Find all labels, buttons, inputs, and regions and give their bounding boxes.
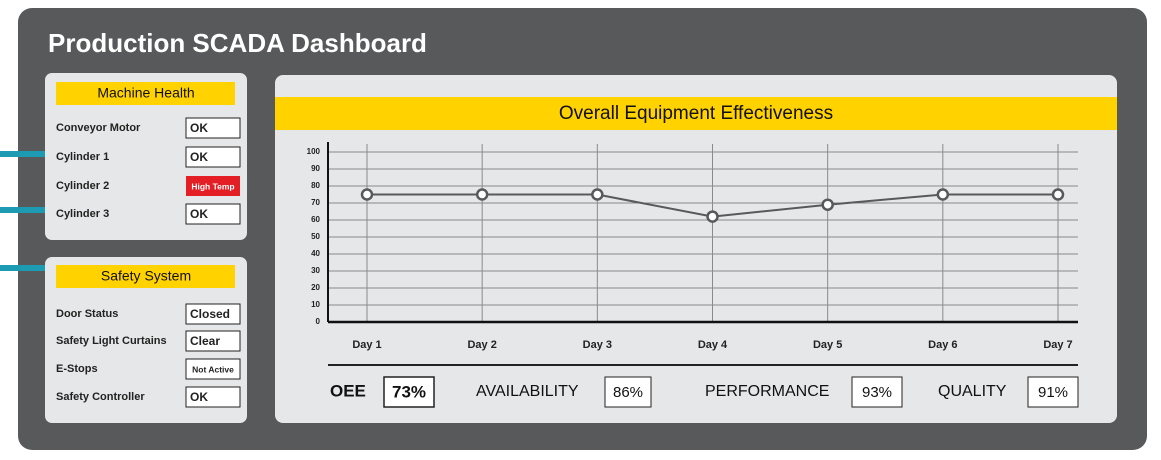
kpi-label: OEE (330, 381, 366, 400)
connector (0, 265, 48, 271)
y-tick-label: 80 (311, 181, 320, 190)
point (475, 188, 489, 201)
y-tick-label: 0 (316, 317, 321, 326)
point (821, 198, 834, 211)
y-tick-label: 10 (311, 300, 320, 309)
row-label: Door Status (56, 308, 118, 320)
status-box (185, 303, 241, 325)
x-tick-label: Day 4 (698, 339, 728, 351)
status-box (185, 203, 241, 225)
y-tick-label: 50 (311, 232, 320, 241)
status-text: Closed (190, 307, 230, 321)
row-label: Cylinder 3 (56, 208, 109, 220)
kpi-box (1027, 376, 1079, 408)
kpi-value: 73% (392, 382, 426, 401)
status-box (186, 176, 240, 196)
row-label: Safety Controller (56, 391, 145, 403)
y-tick-label: 40 (311, 249, 320, 258)
chart-header (275, 97, 1117, 130)
kpi-box (851, 376, 903, 408)
point (936, 188, 950, 201)
y-tick-label: 90 (311, 164, 320, 173)
status-text: OK (190, 121, 208, 135)
y-tick-label: 60 (311, 215, 320, 224)
status-text: OK (190, 390, 208, 404)
y-tick-label: 70 (311, 198, 320, 207)
panel-header (56, 82, 235, 105)
status-text: Not Active (192, 364, 234, 374)
y-tick-label: 100 (307, 147, 321, 156)
kpi-box (383, 376, 435, 408)
connector (0, 151, 48, 157)
status-text: OK (190, 150, 208, 164)
y-tick-label: 20 (311, 283, 320, 292)
kpi-label: AVAILABILITY (476, 383, 579, 400)
y-tick-label: 30 (311, 266, 320, 275)
status-box (185, 146, 241, 168)
status-box (185, 358, 241, 380)
row-label: Safety Light Curtains (56, 335, 167, 347)
machine-panel (45, 73, 247, 240)
point (360, 188, 374, 201)
row-label: Cylinder 1 (56, 151, 109, 163)
row-label: Cylinder 2 (56, 180, 109, 192)
status-text: OK (190, 207, 208, 221)
x-tick-label: Day 5 (813, 339, 842, 351)
kpi-value: 86% (613, 384, 643, 401)
panel-header (56, 265, 235, 288)
status-box (185, 117, 241, 139)
panel-title: Safety System (101, 268, 191, 284)
chart-panel (275, 75, 1117, 423)
point (591, 188, 604, 201)
chart-title: Overall Equipment Effectiveness (559, 103, 833, 124)
kpi-value: 93% (862, 384, 892, 401)
x-tick-label: Day 3 (583, 339, 612, 351)
status-text: Clear (190, 334, 220, 348)
x-tick-label: Day 6 (928, 339, 957, 351)
page-title: Production SCADA Dashboard (48, 28, 427, 58)
x-tick-label: Day 1 (352, 339, 381, 351)
status-box (185, 386, 241, 408)
row-label: E-Stops (56, 363, 98, 375)
row-label: Conveyor Motor (56, 122, 141, 134)
connector (0, 207, 48, 213)
status-box (185, 330, 241, 352)
kpi-label: QUALITY (938, 383, 1007, 400)
x-tick-label: Day 2 (467, 339, 496, 351)
kpi-value: 91% (1038, 384, 1068, 401)
status-text: High Temp (191, 181, 234, 191)
safety-panel (45, 257, 247, 423)
point (1051, 188, 1065, 201)
point (706, 210, 719, 223)
panel-title: Machine Health (97, 85, 194, 101)
x-tick-label: Day 7 (1043, 339, 1072, 351)
kpi-label: PERFORMANCE (705, 383, 829, 400)
kpi-box (604, 376, 652, 408)
